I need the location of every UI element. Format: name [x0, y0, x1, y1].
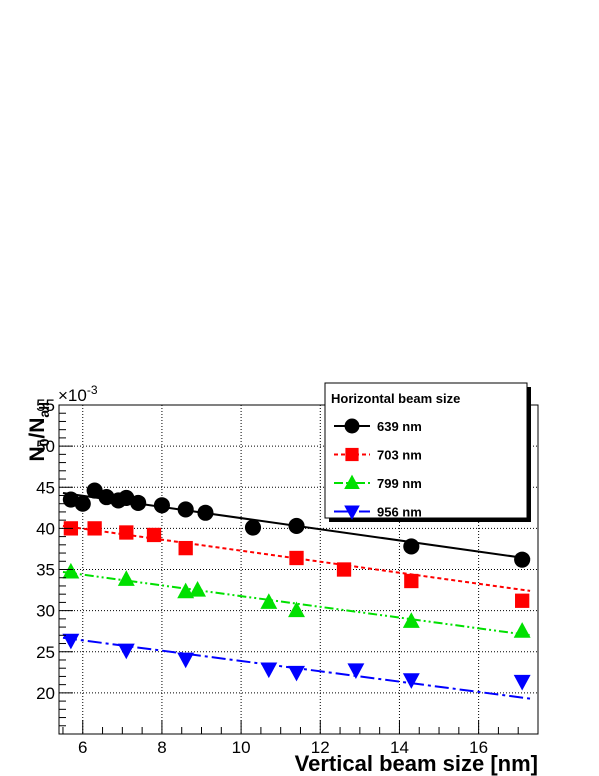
y-multiplier-exponent: -3 [87, 383, 98, 397]
data-point-639-nm [177, 501, 194, 518]
data-point-799-nm [177, 582, 195, 599]
data-point-799-nm [117, 570, 135, 586]
legend-box [324, 382, 528, 519]
legend-marker-956-nm [344, 505, 360, 520]
data-point-639-nm [86, 482, 103, 499]
data-point-703-nm [178, 540, 193, 556]
y-tick-label: 20 [36, 684, 55, 703]
data-point-956-nm [402, 673, 420, 689]
x-tick-label: 10 [232, 738, 251, 757]
data-point-703-nm [87, 521, 102, 536]
x-tick-label: 6 [78, 738, 87, 757]
legend-marker-639-nm [344, 418, 360, 434]
data-point-703-nm [515, 593, 530, 608]
data-point-956-nm [117, 643, 135, 660]
y-axis-title: N0/Nall [26, 402, 52, 462]
y-tick-label: 50 [36, 437, 55, 456]
data-point-639-nm [514, 551, 531, 568]
x-tick-label: 12 [311, 738, 330, 757]
data-point-956-nm [347, 663, 365, 679]
y-tick-label: 30 [36, 602, 55, 621]
x-tick-label: 8 [157, 738, 166, 757]
data-point-639-nm [153, 497, 170, 514]
data-point-956-nm [260, 662, 278, 679]
data-point-956-nm [513, 674, 531, 691]
legend-label-956-nm: 956 nm [377, 505, 422, 520]
data-point-956-nm [177, 652, 195, 669]
legend-marker-799-nm [344, 474, 360, 489]
y-axis-title-main: N [26, 446, 49, 461]
data-point-703-nm [146, 527, 162, 543]
data-point-703-nm [289, 550, 304, 566]
x-axis-title: Vertical beam size [nm] [295, 751, 538, 776]
x-tick-label: 14 [390, 738, 409, 757]
data-point-639-nm [130, 494, 147, 511]
y-axis-title-sub0: 0 [36, 438, 52, 446]
data-point-639-nm [74, 495, 91, 512]
y-tick-label: 55 [36, 396, 55, 415]
data-point-639-nm [197, 504, 214, 521]
y-multiplier: ×10-3 [58, 383, 98, 405]
fit-line-799-nm [62, 570, 531, 637]
y-tick-label: 40 [36, 519, 55, 538]
data-point-639-nm [244, 519, 262, 536]
x-tick-label: 16 [469, 738, 488, 757]
fit-line-703-nm [62, 524, 531, 592]
data-point-799-nm [288, 601, 305, 618]
data-point-799-nm [189, 580, 207, 597]
y-axis-title-slash: /N [26, 418, 49, 439]
y-tick-label: 35 [36, 561, 55, 580]
legend-title: Horizontal beam size [331, 391, 460, 406]
y-tick-label: 25 [36, 643, 55, 662]
legend-label-639-nm: 639 nm [377, 419, 422, 434]
data-point-639-nm [403, 538, 420, 555]
data-point-703-nm [336, 562, 352, 577]
data-point-799-nm [260, 593, 278, 609]
data-point-703-nm [404, 573, 419, 589]
data-point-799-nm [402, 612, 420, 628]
y-multiplier-base: ×10 [58, 386, 87, 405]
legend-marker-703-nm [345, 447, 359, 462]
data-point-956-nm [62, 633, 80, 650]
legend: Horizontal beam size 639 nm 703 nm 799 nm 9… [324, 382, 531, 522]
data-point-639-nm [288, 517, 305, 534]
data-point-956-nm [288, 665, 305, 682]
legend-label-703-nm: 703 nm [377, 448, 422, 463]
y-axis-title-sub1: all [36, 402, 52, 418]
legend-entries: 639 nm 703 nm 799 nm 956 nm [334, 418, 422, 520]
data-point-703-nm [119, 525, 134, 540]
axis-ticks: 6 8 10 12 14 16 20 25 30 35 40 45 50 55 [36, 396, 539, 757]
legend-label-799-nm: 799 nm [377, 476, 422, 491]
data-point-799-nm [62, 562, 80, 579]
data-points [62, 482, 531, 691]
data-point-799-nm [513, 622, 531, 638]
y-tick-label: 45 [36, 478, 55, 497]
